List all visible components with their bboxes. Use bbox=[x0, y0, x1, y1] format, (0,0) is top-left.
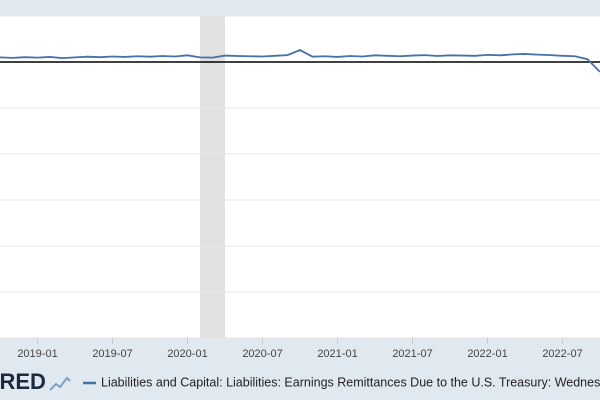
x-tick-label: 2021-07 bbox=[392, 348, 432, 360]
plot bbox=[0, 15, 600, 339]
logo-icon bbox=[49, 376, 71, 391]
x-tick-label: 2021-01 bbox=[317, 348, 357, 360]
x-axis: 2019-01 2019-07 2020-01 2020-07 2021-01 2021-… bbox=[17, 338, 583, 360]
x-tick-label: 2019-07 bbox=[92, 348, 132, 360]
x-tick-label: 2022-01 bbox=[467, 348, 507, 360]
x-tick-label: 2022-07 bbox=[542, 348, 582, 360]
x-tick-label: 2020-07 bbox=[242, 348, 282, 360]
plot-area bbox=[0, 16, 600, 338]
legend: FRED Liabilities and Capital: Liabilitie… bbox=[0, 369, 600, 394]
recession-band bbox=[200, 16, 225, 338]
logo: FRED bbox=[0, 369, 46, 394]
series-line bbox=[0, 49, 600, 73]
x-tick-label: 2020-01 bbox=[167, 348, 207, 360]
legend-label: Liabilities and Capital: Liabilities: Ea… bbox=[101, 375, 600, 389]
x-tick-label: 2019-01 bbox=[17, 348, 57, 360]
